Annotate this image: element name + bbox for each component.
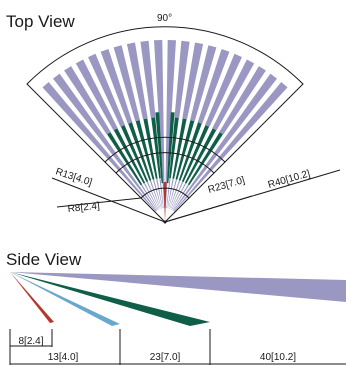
ring-r40-label: R40[10.2]: [267, 168, 312, 191]
beam-green: [107, 132, 143, 186]
beam-lavender-inner: [170, 181, 184, 210]
side-beam-lavender: [10, 272, 346, 302]
beam-green: [184, 128, 217, 184]
beam-lavender-inner: [149, 180, 161, 209]
beam-green: [178, 122, 202, 181]
beam-fan: [42, 40, 288, 224]
side-view-title: Side View: [6, 250, 82, 269]
side-beam-blue: [10, 272, 120, 326]
top-view: Top View 90° R8[2.4] R13[4.0] R23[7.0] R…: [6, 12, 341, 224]
beam-lavender-inner: [167, 178, 174, 209]
beam-green: [135, 120, 155, 180]
beam-lavender-inner: [140, 184, 158, 211]
ring-r13-label: R13[4.0]: [54, 166, 94, 188]
top-view-title: Top View: [6, 12, 75, 31]
beam-green: [120, 125, 149, 183]
beam-lavender: [126, 42, 148, 120]
beam-lavender-inner: [159, 178, 164, 209]
ring-r23-label: R23[7.0]: [207, 175, 247, 196]
side-view: Side View 8[2.4] 13[4.0] 23[7.0] 40[10.2…: [6, 250, 346, 365]
beam-lavender: [173, 73, 277, 211]
beam-lavender-inner: [168, 179, 177, 209]
beam-lavender: [197, 49, 230, 124]
beam-green: [113, 128, 146, 184]
beam-lavender: [219, 66, 266, 135]
beam-green: [151, 117, 161, 179]
beam-lavender-inner: [171, 182, 187, 210]
beam-lavender: [42, 82, 157, 212]
beam-lavender: [100, 49, 133, 124]
ring-r13-leader: [51, 177, 166, 223]
beam-lavender-inner: [172, 184, 190, 211]
beam-lavender-inner: [153, 179, 162, 209]
side-beam-red: [10, 272, 54, 323]
ring-r23-arc: [104, 136, 226, 163]
beam-lavender: [140, 40, 156, 119]
beam-lavender-inner: [146, 181, 160, 210]
beam-green: [169, 117, 179, 179]
beam-green: [128, 122, 152, 181]
side-dist-13-label: 13[4.0]: [48, 352, 79, 363]
beam-lavender: [64, 66, 111, 135]
beam-green: [181, 125, 210, 183]
beam-green: [187, 132, 223, 186]
ring-r8-arc: [140, 187, 190, 199]
ring-r8-label: R8[2.4]: [67, 201, 100, 215]
ring-r13-arc: [115, 152, 215, 174]
beam-lavender: [113, 45, 140, 122]
beam-lavender-inner: [169, 180, 181, 209]
beam-lavender: [212, 59, 255, 131]
side-dist-23-label: 23[7.0]: [150, 352, 181, 363]
outer-sector-outline: [26, 26, 304, 223]
beam-lavender: [174, 40, 190, 119]
beam-lavender-inner: [156, 178, 163, 209]
beam-lavender-inner: [166, 178, 171, 209]
beam-green: [172, 118, 187, 179]
beam-lavender: [88, 53, 125, 127]
beam-green-center: [167, 112, 175, 184]
beam-green-center: [155, 112, 163, 184]
beam-lavender: [182, 42, 204, 120]
beam-lavender: [53, 73, 157, 211]
side-dist-8-label: 8[2.4]: [18, 336, 43, 347]
side-beam-green: [10, 272, 210, 326]
beam-lavender: [173, 82, 288, 212]
beam-lavender: [190, 45, 217, 122]
beam-lavender-inner: [143, 182, 159, 210]
side-dist-40-label: 40[10.2]: [260, 352, 296, 363]
beam-lavender: [75, 59, 118, 131]
beam-red-center: [163, 182, 167, 222]
beam-green: [175, 120, 195, 180]
ring-r40-leader: [164, 169, 341, 223]
beam-green: [143, 118, 158, 179]
ring-r8-leader: [56, 197, 142, 208]
angle-label: 90°: [157, 13, 172, 24]
beam-lavender: [205, 53, 242, 127]
